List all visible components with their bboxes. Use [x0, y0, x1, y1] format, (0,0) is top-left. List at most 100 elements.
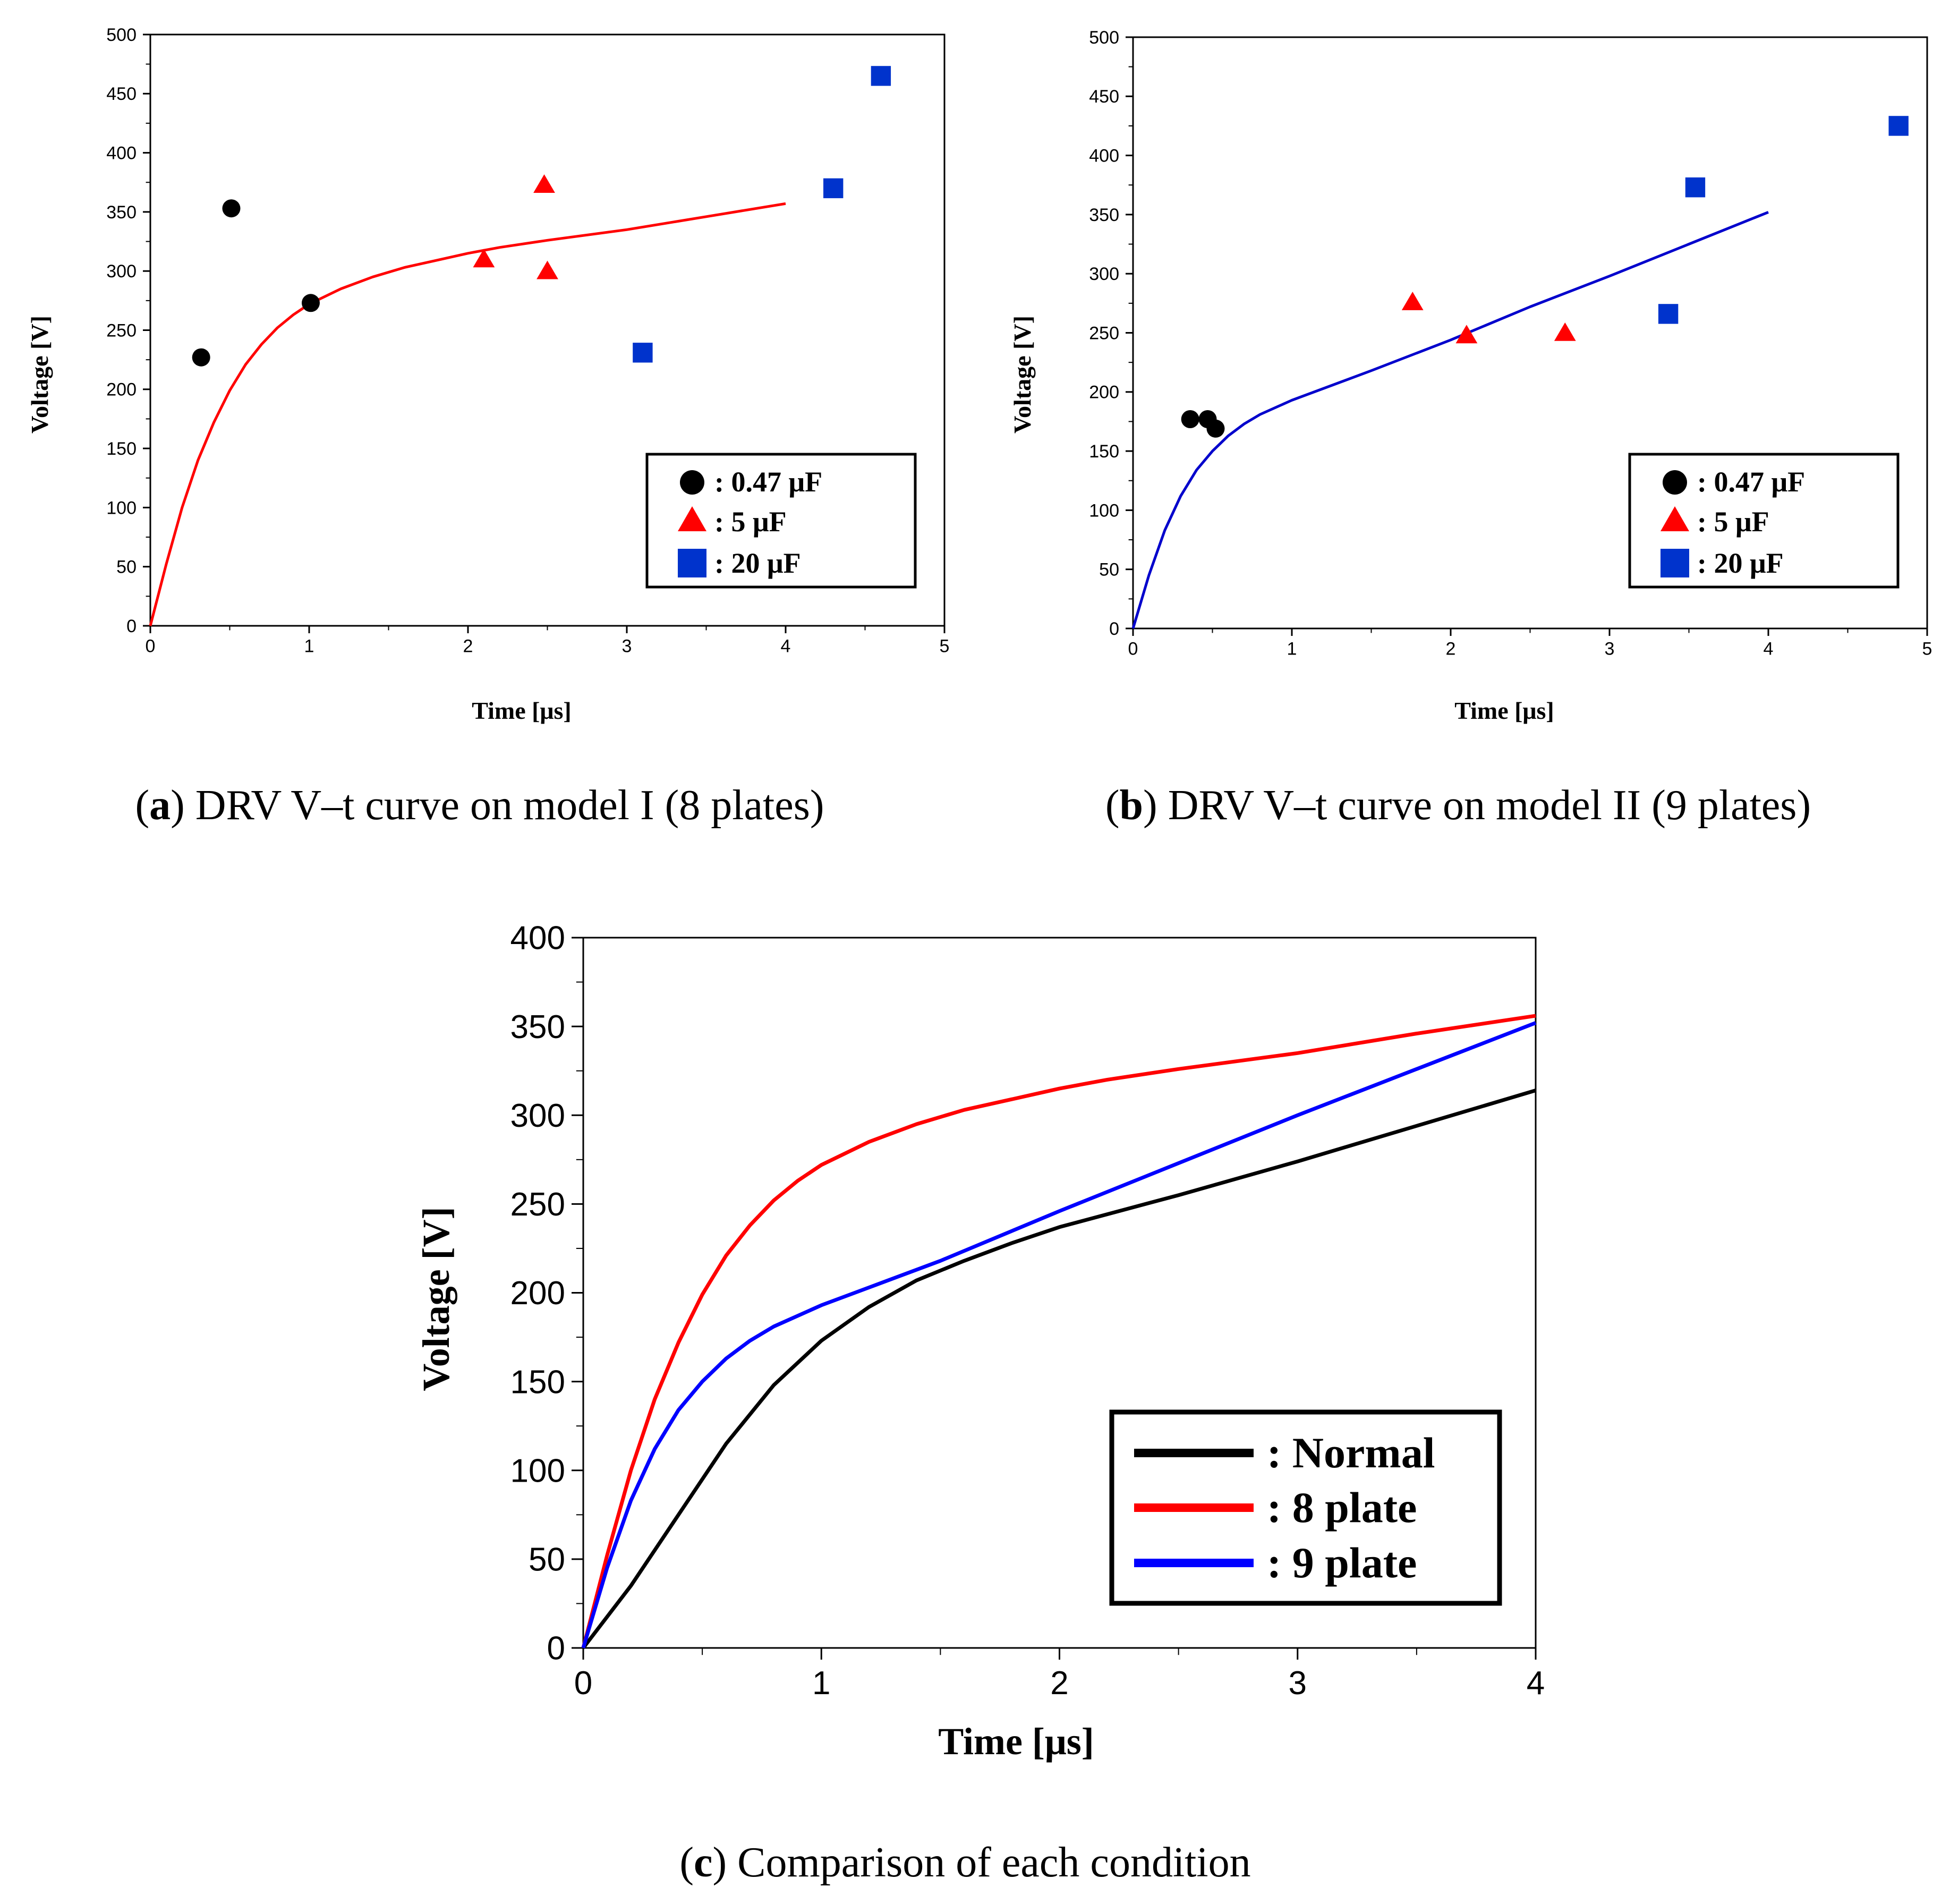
- series-line-0: [582, 1089, 1536, 1650]
- y-tick-label: 350: [1089, 205, 1119, 225]
- data-point-triangle: [1401, 292, 1424, 310]
- legend-label-0-47uf: : 0.47 μF: [714, 466, 822, 498]
- data-point-circle: [192, 348, 210, 367]
- series-lines: [581, 1014, 1537, 1650]
- y-tick-label: 100: [1089, 500, 1119, 521]
- data-point-square: [823, 178, 844, 199]
- y-tick-label: 150: [1089, 441, 1119, 462]
- y-tick-label: 150: [106, 439, 137, 459]
- caption-b-text: ) DRV V–t curve on model II (9 plates): [1143, 782, 1811, 829]
- y-tick-label: 100: [510, 1452, 565, 1489]
- y-tick-label: 350: [510, 1009, 565, 1046]
- y-tick-label: 250: [106, 320, 137, 341]
- x-axis-title: Time [μs]: [472, 697, 571, 724]
- data-point-triangle: [537, 260, 558, 279]
- y-tick-label: 250: [1089, 323, 1119, 343]
- data-point-circle: [1181, 410, 1199, 428]
- series-line-1: [581, 1014, 1536, 1648]
- y-ticks: 0 50 100 150 200 250 300 350 400 450 500: [106, 25, 150, 636]
- data-point-triangle: [473, 249, 495, 268]
- y-tick-label: 300: [510, 1098, 565, 1134]
- y-tick-label: 200: [106, 380, 137, 400]
- legend-label-20uf: : 20 μF: [714, 547, 801, 579]
- x-axis-title: Time [μs]: [938, 1720, 1094, 1763]
- legend: : 0.47 μF : 5 μF : 20 μF: [645, 453, 917, 589]
- y-tick-label: 400: [106, 143, 137, 164]
- y-tick-label: 250: [510, 1186, 565, 1223]
- y-tick-label: 0: [126, 616, 137, 636]
- x-tick-label: 0: [574, 1665, 592, 1702]
- y-tick-label: 300: [1089, 264, 1119, 284]
- legend-label-20uf: : 20 μF: [1697, 547, 1784, 579]
- legend-label-0-47uf: : 0.47 μF: [1697, 466, 1805, 498]
- data-point-square: [1685, 177, 1706, 198]
- legend-marker-triangle: [1661, 506, 1689, 531]
- legend-marker-square: [678, 549, 706, 577]
- legend-label-5uf: : 5 μF: [714, 506, 787, 538]
- x-ticks: 0 1 2 3 4 5: [1128, 628, 1932, 659]
- legend-marker-circle: [1663, 470, 1687, 495]
- x-tick-label: 2: [463, 636, 473, 657]
- y-tick-label: 300: [106, 261, 137, 282]
- panel-b-chart: 0 50 100 150 200 250 300 350 400 450 500 0 1 2 3 4 5 Ti…: [1009, 28, 1932, 829]
- panel-c-chart: 0 50 100 150 200 250 300 350 400 0 1 2 3 4 Time [μs]…: [415, 920, 1545, 1886]
- x-tick-label: 0: [1128, 639, 1138, 659]
- fit-curve: [1131, 211, 1769, 629]
- x-tick-label: 1: [1287, 639, 1297, 659]
- x-tick-label: 4: [1764, 639, 1774, 659]
- caption-c-letter: c: [694, 1839, 713, 1886]
- data-point-square: [633, 343, 653, 363]
- legend: : 0.47 μF : 5 μF : 20 μF: [1628, 453, 1900, 589]
- x-tick-label: 0: [146, 636, 156, 657]
- legend-marker-triangle: [678, 506, 706, 531]
- data-point-circle: [1206, 419, 1225, 438]
- y-tick-label: 50: [116, 557, 137, 577]
- legend-label-8-plate: : 8 plate: [1267, 1483, 1417, 1532]
- data-point-circle: [301, 294, 320, 312]
- panel-a-chart: 0 50 100 150 200 250 300 350 400 450 500 0 1 2 3 4 5 Ti…: [26, 25, 949, 829]
- y-tick-label: 200: [1089, 382, 1119, 403]
- x-ticks: 0 1 2 3 4: [574, 1648, 1545, 1702]
- y-tick-label: 0: [1109, 619, 1119, 639]
- legend-label-9-plate: : 9 plate: [1267, 1538, 1417, 1587]
- caption-a-letter: a: [149, 782, 171, 829]
- fit-curves: [1131, 211, 1769, 629]
- data-point-square: [871, 66, 891, 86]
- y-axis-title: Voltage [V]: [415, 1206, 457, 1391]
- y-ticks: 0 50 100 150 200 250 300 350 400: [510, 920, 583, 1667]
- y-axis-title: Voltage [V]: [1009, 316, 1036, 434]
- caption-c: (c) Comparison of each condition: [679, 1839, 1250, 1886]
- x-tick-label: 1: [812, 1665, 830, 1702]
- x-tick-label: 4: [781, 636, 791, 657]
- y-tick-label: 350: [106, 202, 137, 223]
- y-tick-label: 500: [106, 25, 137, 45]
- y-tick-label: 450: [106, 84, 137, 104]
- x-tick-label: 3: [1605, 639, 1615, 659]
- data-point-triangle: [1554, 322, 1576, 341]
- data-point-square: [1658, 304, 1679, 324]
- y-tick-label: 50: [1099, 560, 1119, 580]
- x-ticks: 0 1 2 3 4 5: [146, 626, 950, 657]
- y-tick-label: 150: [510, 1364, 565, 1400]
- legend-marker-square: [1661, 549, 1689, 577]
- x-tick-label: 5: [1922, 639, 1932, 659]
- x-tick-label: 5: [940, 636, 950, 657]
- data-point-circle: [222, 199, 241, 218]
- x-axis-title: Time [μs]: [1454, 697, 1554, 724]
- y-axis-title: Voltage [V]: [26, 316, 53, 434]
- data-markers: [192, 66, 891, 367]
- caption-b-letter: b: [1120, 782, 1144, 829]
- data-point-triangle: [1455, 325, 1478, 344]
- legend-marker-circle: [680, 470, 704, 495]
- y-ticks: 0 50 100 150 200 250 300 350 400 450 500: [1089, 28, 1133, 639]
- caption-a-text: ) DRV V–t curve on model I (8 plates): [171, 782, 824, 829]
- legend-label-normal: : Normal: [1267, 1429, 1435, 1477]
- x-tick-label: 2: [1446, 639, 1456, 659]
- caption-c-text: ) Comparison of each condition: [713, 1839, 1251, 1886]
- caption-b: (b) DRV V–t curve on model II (9 plates): [1105, 782, 1811, 829]
- data-point-square: [1888, 116, 1909, 136]
- x-tick-label: 2: [1050, 1665, 1068, 1702]
- x-tick-label: 4: [1527, 1665, 1545, 1702]
- y-tick-label: 400: [1089, 146, 1119, 166]
